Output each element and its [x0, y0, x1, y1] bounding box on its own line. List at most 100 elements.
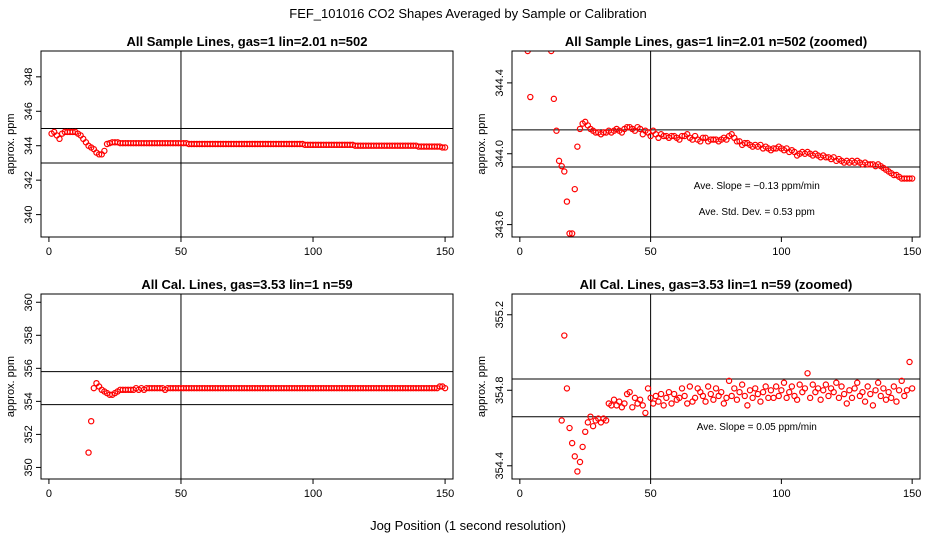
- data-point: [869, 402, 877, 409]
- panel-title: All Cal. Lines, gas=3.53 lin=1 n=59 (zoo…: [580, 277, 853, 292]
- data-point: [746, 387, 754, 394]
- data-point: [720, 400, 728, 407]
- data-point: [663, 394, 670, 402]
- data-point: [670, 390, 678, 398]
- x-tick-label: 150: [436, 488, 454, 500]
- y-tick-label: 355.2: [494, 301, 506, 329]
- y-tick-label: 340: [23, 205, 35, 223]
- annotation-text: Ave. Slope = 0.05 ppm/min: [697, 422, 817, 433]
- data-point: [804, 370, 811, 377]
- data-point: [733, 396, 741, 403]
- data-point: [780, 379, 788, 386]
- x-tick-label: 50: [644, 246, 656, 258]
- panel-cal-zoomed: All Cal. Lines, gas=3.53 lin=1 n=59 (zoo…: [476, 277, 921, 500]
- data-points: [85, 380, 449, 456]
- data-point: [571, 185, 578, 193]
- data-point: [898, 377, 905, 385]
- data-point: [893, 398, 900, 405]
- data-point: [574, 143, 581, 150]
- data-point: [890, 383, 898, 390]
- data-point: [441, 144, 449, 151]
- data-point: [678, 385, 686, 392]
- data-point: [644, 385, 652, 392]
- x-tick-label: 0: [517, 246, 523, 258]
- data-point: [584, 419, 592, 426]
- y-tick-label: 346: [23, 102, 35, 120]
- y-tick-label: 342: [23, 171, 35, 189]
- data-point: [629, 404, 636, 411]
- data-point: [872, 387, 879, 394]
- data-point: [741, 392, 748, 400]
- data-point: [568, 230, 576, 237]
- y-axis-label: approx. ppm: [5, 113, 17, 174]
- data-point: [754, 390, 762, 398]
- x-tick-label: 150: [903, 488, 921, 500]
- data-point: [587, 413, 594, 420]
- data-point: [806, 394, 814, 402]
- y-axis-label: approx. ppm: [476, 113, 488, 174]
- x-tick-label: 50: [175, 246, 187, 258]
- x-tick-label: 150: [436, 246, 454, 258]
- x-tick-label: 100: [772, 488, 790, 500]
- data-point: [757, 398, 764, 405]
- panel-title: All Cal. Lines, gas=3.53 lin=1 n=59: [141, 277, 352, 292]
- data-point: [684, 400, 691, 407]
- data-point: [752, 385, 759, 392]
- data-point: [439, 144, 446, 151]
- data-point: [861, 398, 869, 405]
- data-point: [553, 127, 560, 134]
- data-point: [817, 396, 824, 403]
- data-point: [874, 379, 882, 386]
- panel-sample-zoomed: All Sample Lines, gas=1 lin=2.01 n=502 (…: [476, 34, 921, 258]
- data-point: [561, 168, 568, 175]
- data-point: [712, 385, 720, 392]
- data-point: [775, 392, 782, 400]
- y-tick-label: 348: [23, 68, 35, 86]
- y-tick-label: 354.4: [494, 452, 506, 480]
- panel-title: All Sample Lines, gas=1 lin=2.01 n=502: [127, 34, 368, 49]
- data-point: [901, 392, 908, 400]
- data-points: [524, 51, 916, 237]
- x-tick-label: 100: [772, 246, 790, 258]
- data-point: [579, 443, 586, 451]
- data-point: [691, 394, 699, 402]
- data-point: [558, 417, 565, 424]
- data-point: [561, 332, 568, 339]
- data-point: [833, 379, 840, 386]
- data-point: [568, 439, 576, 447]
- data-point: [95, 151, 103, 158]
- data-point: [589, 422, 597, 430]
- data-point: [814, 385, 822, 392]
- data-point: [725, 377, 733, 385]
- data-point: [704, 383, 712, 390]
- data-point: [885, 388, 892, 396]
- y-tick-label: 358: [23, 326, 35, 344]
- data-point: [820, 387, 827, 394]
- data-point: [882, 396, 890, 403]
- data-point: [668, 400, 675, 407]
- data-point: [731, 385, 738, 392]
- data-point: [676, 394, 683, 402]
- data-point: [801, 385, 809, 392]
- data-point: [738, 381, 746, 388]
- data-point: [877, 392, 884, 400]
- data-point: [616, 398, 623, 405]
- data-point: [733, 138, 741, 145]
- data-point: [848, 394, 856, 402]
- data-points: [558, 332, 916, 475]
- data-point: [574, 468, 581, 475]
- reference-lines: [512, 51, 920, 237]
- data-point: [441, 384, 449, 392]
- data-point: [602, 417, 610, 424]
- data-points: [48, 128, 449, 158]
- reference-lines: [512, 294, 920, 479]
- plot-frame: [40, 50, 454, 238]
- data-point: [550, 95, 558, 103]
- data-point: [699, 134, 707, 141]
- figure-title: FEF_101016 CO2 Shapes Averaged by Sample…: [289, 6, 646, 21]
- y-tick-label: 350: [23, 458, 35, 476]
- data-point: [903, 387, 911, 394]
- y-tick-label: 354: [23, 392, 35, 410]
- panel-title: All Sample Lines, gas=1 lin=2.01 n=502 (…: [565, 34, 867, 49]
